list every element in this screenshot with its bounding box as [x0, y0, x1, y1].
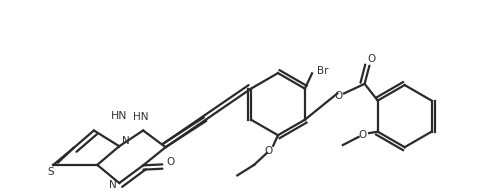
Text: O: O: [358, 131, 366, 140]
Text: N: N: [108, 180, 116, 191]
Text: O: O: [264, 146, 272, 156]
Text: Br: Br: [316, 66, 327, 76]
Text: HN: HN: [132, 112, 148, 122]
Text: N: N: [122, 135, 129, 146]
Text: O: O: [333, 91, 342, 101]
Text: S: S: [47, 167, 54, 177]
Text: HN: HN: [111, 111, 127, 121]
Text: O: O: [367, 54, 375, 64]
Text: O: O: [166, 157, 175, 167]
